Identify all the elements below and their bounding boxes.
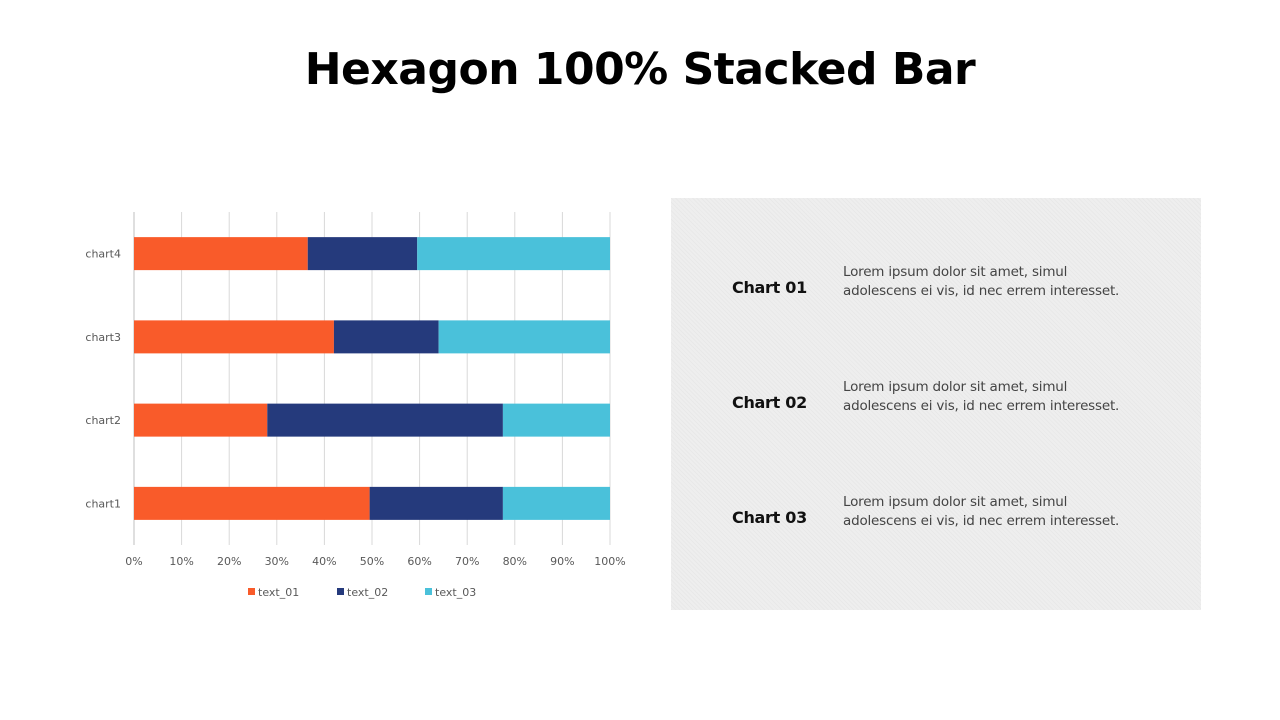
x-tick-label: 50%: [360, 555, 384, 568]
legend-label-text_01: text_01: [258, 586, 299, 599]
bar-text_03-chart1: [502, 486, 610, 520]
legend-swatch-text_01: [248, 588, 255, 595]
bar-text_02-chart4: [307, 237, 418, 271]
bar-text_03-chart2: [502, 403, 610, 437]
legend-label-text_02: text_02: [347, 586, 388, 599]
bar-text_02-chart3: [333, 320, 439, 354]
bar-text_03-chart4: [417, 237, 610, 271]
info-panel: Chart 01 Lorem ipsum dolor sit amet, sim…: [671, 198, 1201, 610]
info-item-label: Chart 02: [732, 393, 807, 412]
x-tick-label: 0%: [125, 555, 142, 568]
y-tick-label: chart1: [85, 497, 121, 510]
info-item-line: Lorem ipsum dolor sit amet, simul: [843, 379, 1068, 395]
y-tick-label: chart2: [85, 414, 121, 427]
x-tick-label: 30%: [265, 555, 289, 568]
y-tick-label: chart3: [85, 331, 121, 344]
bar-text_01-chart4: [134, 237, 308, 271]
legend-swatch-text_02: [337, 588, 344, 595]
info-item-line: adolescens ei vis, id nec errem interess…: [843, 398, 1120, 414]
x-tick-label: 60%: [407, 555, 431, 568]
info-item-description: Lorem ipsum dolor sit amet, simul adoles…: [843, 493, 1143, 531]
bar-text_01-chart3: [134, 320, 334, 354]
x-tick-label: 90%: [550, 555, 574, 568]
bar-text_02-chart2: [267, 403, 503, 437]
page-title: Hexagon 100% Stacked Bar: [304, 44, 976, 95]
info-item-description: Lorem ipsum dolor sit amet, simul adoles…: [843, 263, 1143, 301]
x-tick-label: 40%: [312, 555, 336, 568]
info-item-label: Chart 03: [732, 508, 807, 527]
info-item-label: Chart 01: [732, 278, 807, 297]
info-item-line: Lorem ipsum dolor sit amet, simul: [843, 494, 1068, 510]
x-tick-label: 70%: [455, 555, 479, 568]
info-item-line: adolescens ei vis, id nec errem interess…: [843, 513, 1120, 529]
legend-label-text_03: text_03: [435, 586, 476, 599]
legend-swatch-text_03: [425, 588, 432, 595]
x-tick-label: 20%: [217, 555, 241, 568]
info-item-line: Lorem ipsum dolor sit amet, simul: [843, 264, 1068, 280]
x-tick-label: 10%: [169, 555, 193, 568]
x-tick-label: 80%: [503, 555, 527, 568]
y-tick-label: chart4: [85, 248, 121, 261]
stacked-bar-chart: 0% 10% 20% 30% 40% 50% 60% 70% 80% 90% 100% chart1 c…: [85, 212, 626, 599]
bar-text_03-chart3: [438, 320, 610, 354]
info-item-description: Lorem ipsum dolor sit amet, simul adoles…: [843, 378, 1143, 416]
info-item-line: adolescens ei vis, id nec errem interess…: [843, 283, 1120, 299]
bar-text_01-chart2: [134, 403, 268, 437]
x-tick-label: 100%: [594, 555, 625, 568]
bar-text_01-chart1: [134, 486, 370, 520]
bar-text_02-chart1: [369, 486, 503, 520]
